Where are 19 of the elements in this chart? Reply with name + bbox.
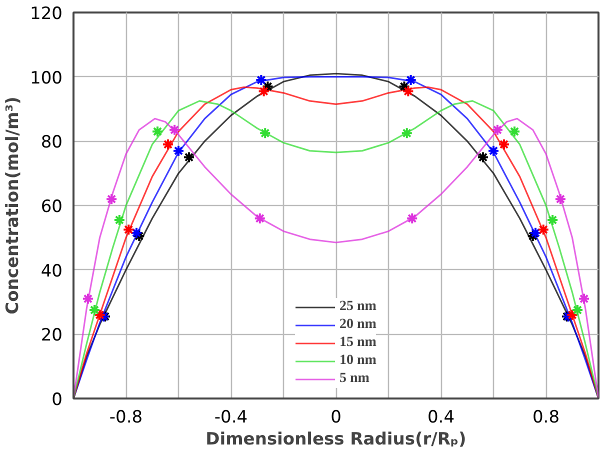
x-tick-label: -0.4	[214, 408, 248, 428]
y-tick-label: 40	[40, 261, 63, 282]
x-axis-title: Dimensionless Radius(r/Rₚ)	[206, 430, 466, 450]
x-tick-label: 0	[330, 408, 342, 428]
y-tick-label: 80	[40, 132, 63, 153]
legend-label: 25 nm	[340, 298, 376, 316]
x-tick-label: -0.8	[109, 408, 143, 428]
y-axis-title: Concentration(mol/m³)	[3, 96, 24, 314]
y-tick-label: 100	[30, 68, 63, 88]
x-tick-label: 0.8	[532, 408, 560, 428]
x-tick-label: 0.4	[427, 408, 455, 428]
legend-label: 10 nm	[340, 352, 376, 370]
legend-label: 5 nm	[340, 370, 370, 388]
y-tick-label: 20	[40, 326, 63, 346]
y-tick-label: 0	[52, 390, 63, 410]
legend-label: 20 nm	[340, 316, 376, 334]
y-tick-label: 120	[30, 4, 63, 24]
y-tick-label: 60	[40, 197, 63, 217]
legend-label: 15 nm	[340, 334, 376, 352]
